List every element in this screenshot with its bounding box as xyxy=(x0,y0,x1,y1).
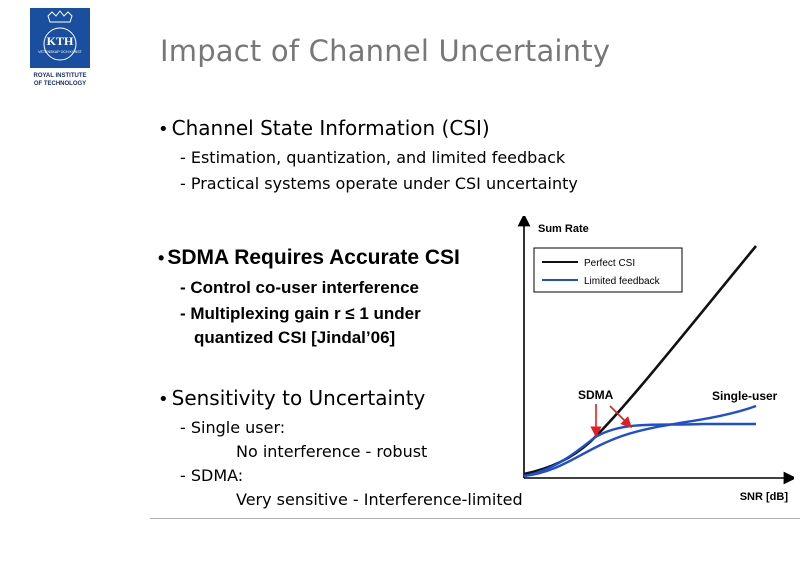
bullet-dot-icon: • xyxy=(158,389,169,410)
sub-bullet: - Practical systems operate under CSI un… xyxy=(180,174,578,193)
sub-bullet: - Multiplexing gain r ≤ 1 under xyxy=(180,304,421,323)
bullet-sdma: • SDMA Requires Accurate CSI xyxy=(158,246,460,270)
kth-logo-mark: KTH VETENSKAP OCH KONST xyxy=(30,8,90,68)
red-arrow-diagonal xyxy=(609,405,632,428)
bullet-sensitivity-text: Sensitivity to Uncertainty xyxy=(171,386,426,410)
kth-caption-line2: OF TECHNOLOGY xyxy=(33,81,87,87)
sub-bullet: - Control co-user interference xyxy=(180,278,419,297)
kth-caption: ROYAL INSTITUTE OF TECHNOLOGY xyxy=(22,72,98,88)
legend-label-perfect: Perfect CSI xyxy=(584,258,635,269)
legend-label-limited: Limited feedback xyxy=(584,276,661,287)
annotation-sdma: SDMA xyxy=(578,388,614,402)
kth-brand-text: KTH xyxy=(47,34,74,48)
sum-rate-chart: Sum Rate SNR [dB] Perfect CSI Limited fe… xyxy=(517,216,794,503)
kth-crest-graphic: KTH VETENSKAP OCH KONST xyxy=(38,10,83,61)
annotation-single-user: Single-user xyxy=(712,389,778,403)
kth-motto: VETENSKAP OCH KONST xyxy=(38,50,83,54)
footer-divider xyxy=(150,518,800,519)
sub-bullet: - Estimation, quantization, and limited … xyxy=(180,148,566,167)
bullet-sdma-text: SDMA Requires Accurate CSI xyxy=(167,246,460,269)
sub-bullet-continuation: quantized CSI [Jindal’06] xyxy=(194,328,396,347)
y-axis-label: Sum Rate xyxy=(538,223,589,235)
x-axis-label: SNR [dB] xyxy=(740,491,789,503)
legend-box xyxy=(533,247,683,293)
series-limited-feedback-single-user-line xyxy=(523,404,757,478)
sub-bullet: - SDMA: xyxy=(180,466,244,485)
sub-bullet-continuation: Very sensitive - Interference-limited xyxy=(236,490,523,509)
bullet-sensitivity: • Sensitivity to Uncertainty xyxy=(158,386,425,410)
kth-logo: KTH VETENSKAP OCH KONST ROYAL INSTITUTE … xyxy=(22,8,98,96)
bullet-dot-icon: • xyxy=(158,248,165,268)
sub-bullet-continuation: No interference - robust xyxy=(236,442,428,461)
sub-bullet: - Single user: xyxy=(180,418,286,437)
slide-title: Impact of Channel Uncertainty xyxy=(160,34,611,68)
bullet-dot-icon: • xyxy=(158,119,169,140)
bullet-csi-text: Channel State Information (CSI) xyxy=(171,116,490,140)
kth-caption-line1: ROYAL INSTITUTE xyxy=(33,73,87,79)
bullet-csi: • Channel State Information (CSI) xyxy=(158,116,490,140)
